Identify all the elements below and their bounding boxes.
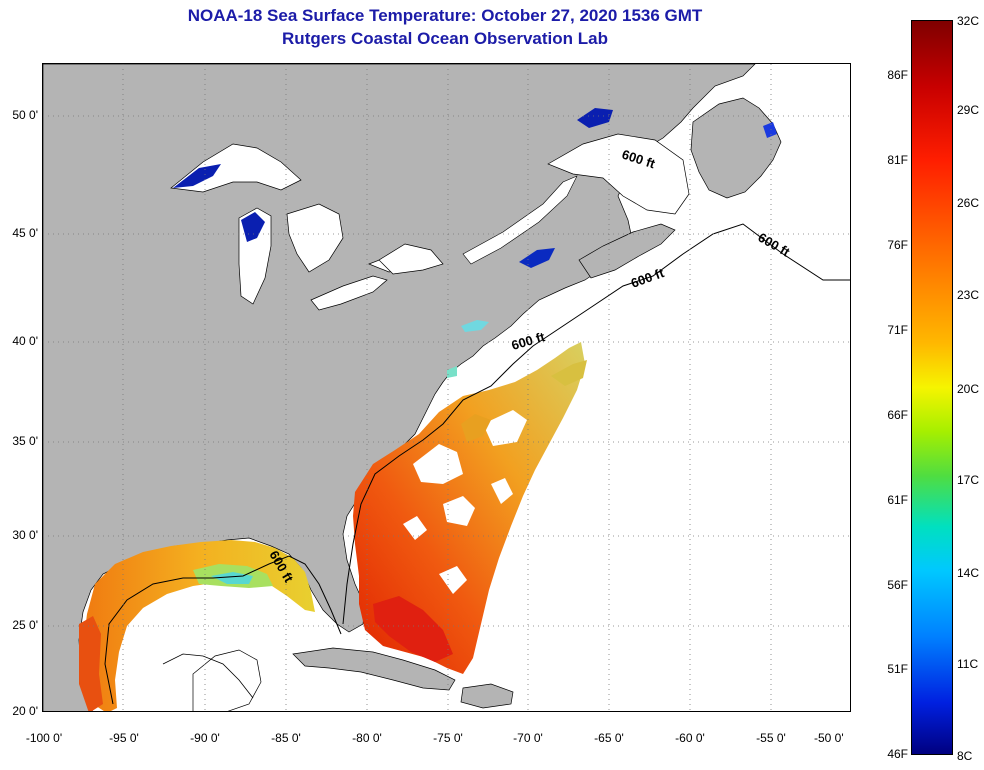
lake-huron [286,203,344,273]
sst-bahamas [373,596,453,662]
colorbar-c-label: 20C [957,382,980,396]
lake-superior-cold [173,164,221,188]
lon-label: -55 0' [756,731,786,745]
lat-label: 35 0' [12,434,38,448]
lon-label: -70 0' [513,731,543,745]
lon-label: -85 0' [271,731,301,745]
colorbar-f-label: 86F [887,68,908,82]
sst-patch-shelf [461,414,491,442]
colorbar-c-label: 17C [957,473,980,487]
lon-label: -80 0' [352,731,382,745]
colorbar-c-label: 29C [957,103,980,117]
colorbar-f-label: 71F [887,323,908,337]
land-nova-scotia [578,223,676,279]
lon-label: -50 0' [814,731,844,745]
lake-erie [310,275,388,311]
lake-superior-outline [378,243,444,275]
sst-patch-cool [447,366,457,378]
cold-patch-st-lawrence [577,108,613,128]
isobath-label: 600 ft [629,265,667,291]
cloud-gap [403,516,427,540]
gulf-st-lawrence [547,133,690,215]
cloud-gap [413,444,463,484]
cloud-gap [443,496,475,526]
cloud-gap [491,478,513,504]
isobath-600ft-gulf [104,555,342,705]
temperature-colorbar [911,20,953,755]
cold-patch-newfoundland [763,122,777,138]
lon-label: -90 0' [190,731,220,745]
sst-gulf-cool-core [211,572,253,584]
land-hispaniola [460,683,514,709]
sst-patch-cool [461,320,489,332]
isobath-label: 600 ft [756,230,793,260]
colorbar-c-label: 8C [957,749,973,763]
sst-map: 600 ft 600 ft 600 ft 600 ft 600 ft [42,63,851,712]
colorbar-c-label: 32C [957,14,980,28]
colorbar-f-label: 66F [887,408,908,422]
st-lawrence-river [462,175,578,265]
land-cuba [292,647,456,691]
cloud-gap [439,566,467,594]
sst-gulf-texas [79,616,103,711]
isobath-label: 600 ft [510,329,547,353]
colorbar-f-label: 61F [887,493,908,507]
lon-label: -100 0' [25,731,63,745]
lat-label: 30 0' [12,528,38,542]
sst-gulf-of-mexico [83,540,315,711]
lat-label: 50 0' [12,108,38,122]
colorbar-f-label: 81F [887,153,908,167]
lon-label: -60 0' [675,731,705,745]
colorbar-c-label: 26C [957,196,980,210]
colorbar-f-label: 46F [887,747,908,761]
colorbar-c-label: 23C [957,288,980,302]
cold-patch-gulf-maine [519,248,555,268]
map-title: NOAA-18 Sea Surface Temperature: October… [187,6,703,25]
sst-patch-mixed [551,360,587,386]
lat-label: 45 0' [12,226,38,240]
lon-label: -95 0' [109,731,139,745]
cloud-gap [483,410,527,446]
lat-label: 40 0' [12,334,38,348]
colorbar-f-label: 51F [887,662,908,676]
colorbar-f-label: 76F [887,238,908,252]
lat-label: 25 0' [12,618,38,632]
lat-label: 20 0' [12,704,38,718]
lon-label: -65 0' [594,731,624,745]
colorbar-f-label: 56F [887,578,908,592]
map-subtitle: Rutgers Coastal Ocean Observation Lab [282,29,608,48]
isobath-600ft-caribbean [162,653,254,699]
lon-label: -75 0' [433,731,463,745]
graticule [43,64,850,711]
isobath-600ft-atlantic [342,223,850,625]
lake-michigan-cold [241,212,265,242]
land-yucatan [192,649,262,711]
colorbar-c-label: 14C [957,566,980,580]
colorbar-c-label: 11C [957,657,979,671]
land-newfoundland [690,97,782,199]
